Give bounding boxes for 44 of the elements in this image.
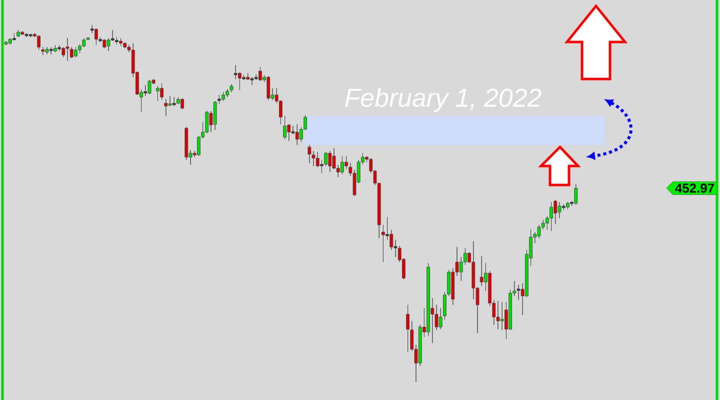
candlestick xyxy=(295,124,299,146)
candlestick xyxy=(53,44,57,52)
candlestick xyxy=(438,308,442,330)
candlestick xyxy=(45,46,49,55)
candlestick xyxy=(156,86,160,102)
candlestick xyxy=(308,144,312,164)
candlestick xyxy=(442,292,446,320)
candlestick xyxy=(574,184,578,206)
candlestick xyxy=(164,99,168,116)
candlestick xyxy=(74,46,78,58)
candlestick xyxy=(16,30,20,38)
text: 452.97 xyxy=(675,184,714,193)
candlestick xyxy=(340,156,344,174)
candlestick xyxy=(496,300,500,330)
candlestick xyxy=(222,92,226,102)
candlestick xyxy=(70,46,74,58)
candlestick xyxy=(217,94,221,104)
candlestick xyxy=(230,84,234,92)
candlestick xyxy=(258,66,262,82)
candlestick xyxy=(148,80,152,95)
candlestick xyxy=(312,150,316,166)
candlestick xyxy=(406,304,410,352)
candlestick xyxy=(41,46,45,56)
candlestick xyxy=(12,32,16,40)
candlestick xyxy=(94,28,98,46)
candlestick xyxy=(49,46,53,55)
candlestick xyxy=(328,150,332,172)
candlestick xyxy=(180,98,184,110)
candlestick xyxy=(172,96,176,106)
candlestick xyxy=(266,76,270,100)
candlestick xyxy=(119,38,123,46)
candlestick xyxy=(24,32,28,38)
candlestick xyxy=(566,202,570,210)
candlestick xyxy=(28,34,32,38)
candlestick xyxy=(226,89,230,98)
candlestick xyxy=(250,76,254,86)
candlestick xyxy=(213,100,217,130)
candlestick xyxy=(102,39,106,48)
candlestick xyxy=(160,82,164,100)
candlestick xyxy=(550,202,554,232)
candlestick xyxy=(37,34,41,50)
candlestick xyxy=(66,38,70,62)
candlestick xyxy=(123,42,127,48)
candlestick xyxy=(283,116,287,140)
